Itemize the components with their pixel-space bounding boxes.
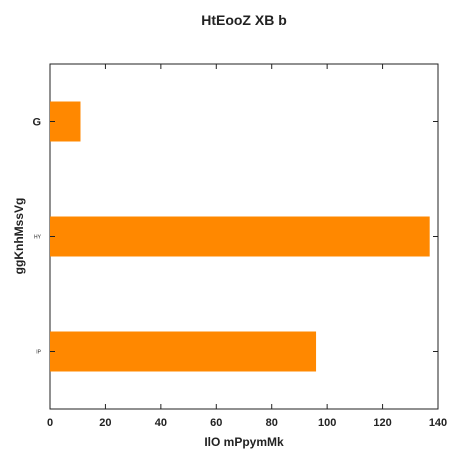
y-tick-label-HY: HY <box>34 234 42 240</box>
x-tick-label-20: 20 <box>99 417 111 429</box>
y-tick-label-G: G <box>32 116 41 128</box>
bars-group <box>50 101 430 372</box>
x-tick-label-120: 120 <box>373 417 391 429</box>
x-tick-label-140: 140 <box>429 417 447 429</box>
x-tick-label-0: 0 <box>47 417 53 429</box>
bar-HY <box>50 216 430 257</box>
y-axis-label: ggKnhMssVg <box>12 198 26 275</box>
x-tick-label-80: 80 <box>266 417 278 429</box>
chart-title: HtEooZ XB b <box>201 12 287 28</box>
bar-IP <box>50 331 317 372</box>
x-tick-label-40: 40 <box>155 417 167 429</box>
x-tick-label-100: 100 <box>318 417 336 429</box>
y-tick-label-IP: IP <box>36 349 41 355</box>
x-tick-label-60: 60 <box>210 417 222 429</box>
x-axis-label: IlO mPpymMk <box>204 435 284 449</box>
x-axis-ticks: 0 20 40 60 80 100 120 140 <box>47 64 447 429</box>
bar-G <box>50 101 81 142</box>
y-axis-ticks: G HY IP <box>32 116 438 355</box>
